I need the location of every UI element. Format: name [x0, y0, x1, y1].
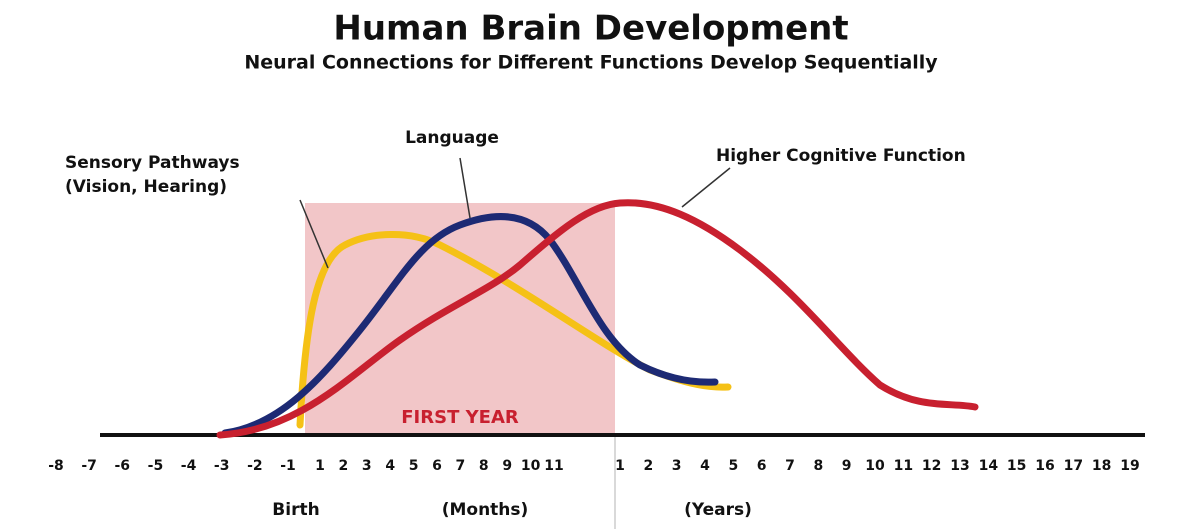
bottom-label: (Years) — [684, 500, 752, 520]
axis-label: -2 — [247, 458, 263, 474]
language-curve — [221, 213, 719, 437]
axis-label: 3 — [362, 458, 372, 474]
axis-label: 19 — [1120, 458, 1139, 474]
axis-label: 6 — [432, 458, 442, 474]
axis-label: 7 — [785, 458, 795, 474]
axis-label: 9 — [842, 458, 852, 474]
axis-label: 2 — [339, 458, 349, 474]
axis-label: 17 — [1064, 458, 1083, 474]
axis-label: 1 — [615, 458, 625, 474]
axis-label: -7 — [81, 458, 97, 474]
subtitle: Neural Connections for Different Functio… — [244, 52, 938, 74]
axis-label: 2 — [643, 458, 653, 474]
axis-label: 8 — [813, 458, 823, 474]
axis-label: -3 — [214, 458, 230, 474]
axis-label: 13 — [950, 458, 969, 474]
leader-line — [681, 167, 731, 208]
axis-label: -1 — [280, 458, 296, 474]
axis-label: 12 — [922, 458, 941, 474]
first-year-label: FIRST YEAR — [401, 407, 519, 428]
axis-label: 5 — [728, 458, 738, 474]
axis-label: 10 — [521, 458, 541, 474]
axis-label: 11 — [544, 458, 563, 474]
axis-label: 1 — [315, 458, 325, 474]
bottom-label: (Months) — [442, 500, 529, 520]
axis-label: 4 — [700, 458, 710, 474]
curve-label: Sensory Pathways — [65, 153, 240, 173]
axis-label: 3 — [672, 458, 682, 474]
curve-label: Language — [405, 128, 499, 148]
curve-label: Higher Cognitive Function — [716, 146, 966, 166]
axis-label: 15 — [1007, 458, 1026, 474]
axis-label: 14 — [979, 458, 999, 474]
axis-label: -6 — [115, 458, 131, 474]
leader-line — [459, 157, 471, 219]
axis-label: 9 — [502, 458, 512, 474]
curve-label: (Vision, Hearing) — [65, 177, 227, 197]
axis-label: -8 — [48, 458, 64, 474]
axis-label: 16 — [1035, 458, 1054, 474]
bottom-label: Birth — [272, 500, 319, 520]
axis-labels: -8 -7 -6 -5 -4 -3 -2 -1 1 2 3 4 5 6 7 8 9 10 11 1 2 3 4 5 6 7 8 9 10… — [48, 458, 1140, 474]
axis-label: 6 — [757, 458, 767, 474]
axis-label: 11 — [894, 458, 913, 474]
axis-label: 10 — [865, 458, 885, 474]
axis-label: -4 — [181, 458, 197, 474]
axis-label: -5 — [148, 458, 164, 474]
axis-label: 4 — [385, 458, 395, 474]
cognitive-curve — [216, 199, 979, 439]
axis-label: 8 — [479, 458, 489, 474]
axis-label: 7 — [456, 458, 466, 474]
title: Human Brain Development — [333, 9, 848, 49]
axis-label: 18 — [1092, 458, 1111, 474]
leader-line — [299, 199, 329, 269]
axis-label: 5 — [409, 458, 419, 474]
